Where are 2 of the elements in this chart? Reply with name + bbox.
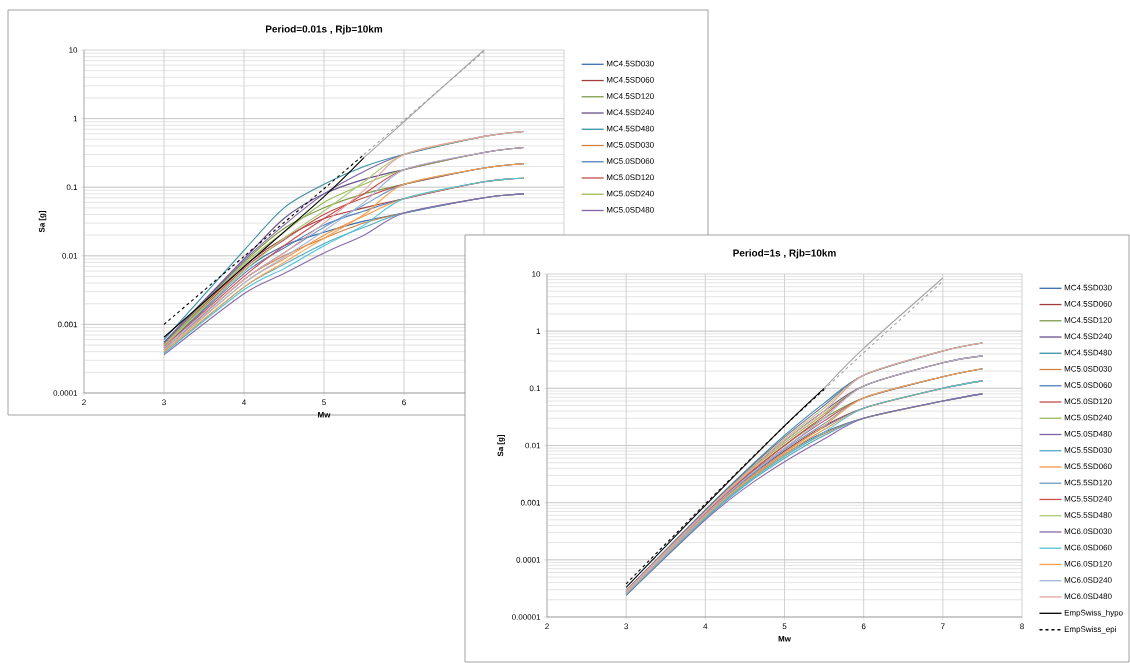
chart-title: Period=0.01s , Rjb=10km xyxy=(265,25,383,35)
chart-title: Period=1s , Rjb=10km xyxy=(733,249,836,259)
